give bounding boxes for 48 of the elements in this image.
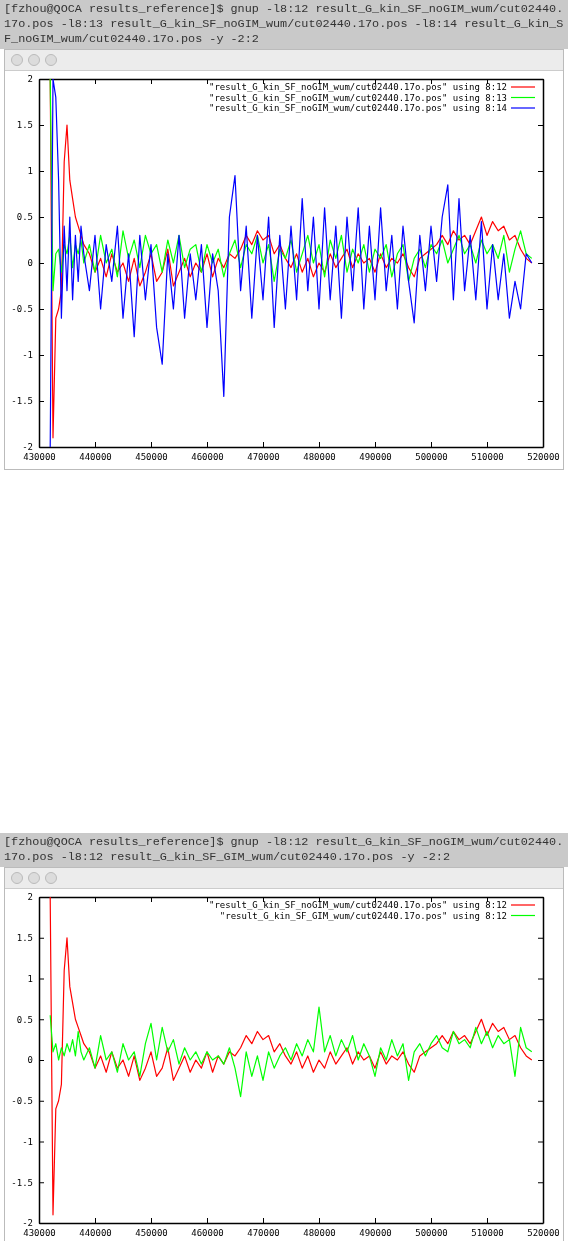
y-tick-label: 1 <box>27 973 33 984</box>
x-tick-label: 490000 <box>359 1228 392 1239</box>
y-tick-label: 0.5 <box>16 1014 33 1025</box>
y-tick-label: 0 <box>27 258 33 269</box>
y-tick-label: 2 <box>27 74 33 85</box>
legend-label: "result_G_kin_SF_GIM_wum/cut02440.17o.pos" using 8:12 <box>219 910 507 921</box>
line-series <box>49 79 533 292</box>
y-tick-label: 2 <box>27 892 33 903</box>
x-tick-label: 480000 <box>303 452 336 463</box>
x-tick-label: 500000 <box>415 1228 448 1239</box>
legend-label: "result_G_kin_SF_noGIM_wum/cut02440.17o.pos" using 8:14 <box>208 103 507 113</box>
y-tick-label: 0 <box>27 1055 33 1066</box>
chart-title: [fzhou@QOCA results_reference]$ gnup -l8:12 result_G_kin_SF_noGIM_wum/cut02440.17o.pos -l8:13 result_G_kin_SF_noGIM_wum/cut02440.17o.pos -l8:14 result_G_kin_SF_noGIM_wum/cut02440.17o.pos -y -2:2 <box>0 0 568 49</box>
x-tick-label: 490000 <box>359 452 392 463</box>
y-tick-label: -2 <box>22 442 33 453</box>
x-tick-label: 430000 <box>23 452 56 463</box>
x-tick-label: 430000 <box>23 1228 56 1239</box>
x-tick-label: 440000 <box>79 1228 112 1239</box>
line-series <box>49 897 533 1216</box>
x-tick-label: 470000 <box>247 1228 280 1239</box>
x-tick-label: 460000 <box>191 452 224 463</box>
legend-label: "result_G_kin_SF_noGIM_wum/cut02440.17o.pos" using 8:12 <box>208 82 507 92</box>
y-tick-label: 1.5 <box>16 120 33 131</box>
x-tick-label: 480000 <box>303 1228 336 1239</box>
y-tick-label: 1.5 <box>16 933 33 944</box>
x-tick-label: 440000 <box>79 452 112 463</box>
chart-title: [fzhou@QOCA results_reference]$ gnup -l8:12 result_G_kin_SF_noGIM_wum/cut02440.17o.pos -l8:12 result_G_kin_SF_GIM_wum/cut02440.17o.pos -y -2:2 <box>0 833 568 867</box>
legend-label: "result_G_kin_SF_noGIM_wum/cut02440.17o.pos" using 8:13 <box>208 92 507 103</box>
y-tick-label: -1 <box>22 1136 33 1147</box>
y-tick-label: -1.5 <box>11 396 33 407</box>
y-tick-label: -2 <box>22 1218 33 1229</box>
y-tick-label: -1 <box>22 350 33 361</box>
line-series <box>49 1006 533 1098</box>
y-tick-label: 0.5 <box>16 212 33 223</box>
y-tick-label: -0.5 <box>11 1096 33 1107</box>
x-tick-label: 460000 <box>191 1228 224 1239</box>
y-tick-label: -1.5 <box>11 1177 33 1188</box>
x-tick-label: 500000 <box>415 452 448 463</box>
x-tick-label: 510000 <box>471 1228 504 1239</box>
x-tick-label: 470000 <box>247 452 280 463</box>
y-tick-label: 1 <box>27 166 33 177</box>
x-tick-label: 450000 <box>135 1228 168 1239</box>
y-tick-label: -0.5 <box>11 304 33 315</box>
x-tick-label: 520000 <box>527 1228 560 1239</box>
x-tick-label: 510000 <box>471 452 504 463</box>
x-tick-label: 450000 <box>135 452 168 463</box>
x-tick-label: 520000 <box>527 452 560 463</box>
legend-label: "result_G_kin_SF_noGIM_wum/cut02440.17o.pos" using 8:12 <box>208 900 507 910</box>
